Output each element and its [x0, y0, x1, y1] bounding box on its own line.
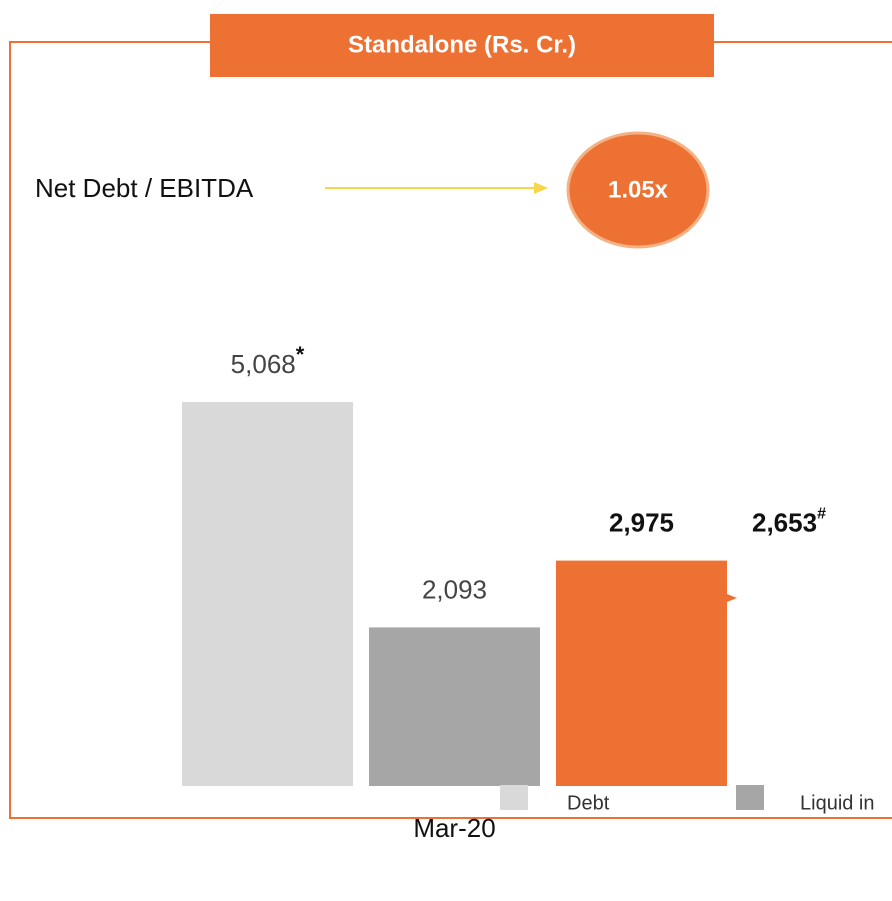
- frame-left: [9, 41, 892, 819]
- legend-swatch: [736, 785, 764, 810]
- footnote: #: [817, 506, 826, 523]
- value-label: 2,975: [609, 507, 674, 537]
- chart-title: Standalone (Rs. Cr.): [348, 31, 576, 58]
- annotation: 2,653#: [752, 506, 826, 538]
- value-label-text: 5,068: [231, 349, 296, 379]
- value-label-text: 2,093: [422, 574, 487, 604]
- ratio-arrow-head: [534, 182, 548, 194]
- bar: [182, 402, 353, 786]
- legend-label: Liquid in: [800, 792, 875, 814]
- ratio-value: 1.05x: [608, 176, 669, 203]
- legend-label: Debt: [567, 792, 610, 814]
- value-label: 2,093: [422, 574, 487, 604]
- annotation-value: 2,653: [752, 507, 817, 537]
- title-box: [210, 14, 714, 77]
- frame: [9, 41, 892, 819]
- bar: [556, 560, 727, 786]
- footnote: *: [296, 342, 305, 367]
- legend-swatch: [500, 785, 528, 810]
- ratio-label: Net Debt / EBITDA: [35, 173, 254, 203]
- x-tick-label: Mar-20: [413, 813, 495, 843]
- bar: [369, 627, 540, 786]
- value-label: 5,068*: [231, 342, 305, 379]
- value-label-text: 2,975: [609, 507, 674, 537]
- ratio-circle: [566, 131, 710, 249]
